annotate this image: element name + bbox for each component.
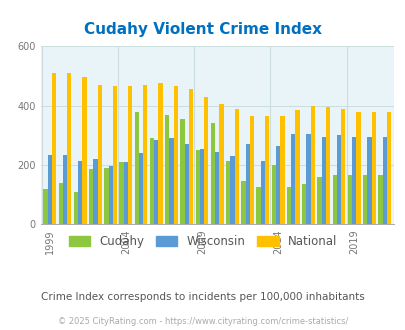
Bar [67, 73, 71, 224]
Bar [290, 134, 295, 224]
Bar [158, 83, 162, 224]
Bar [219, 104, 223, 224]
Bar [199, 148, 204, 224]
Bar [165, 115, 169, 224]
Bar [260, 160, 264, 224]
Bar [340, 109, 345, 224]
Bar [149, 138, 154, 224]
Bar [275, 146, 279, 224]
Bar [93, 159, 97, 224]
Bar [234, 109, 238, 224]
Bar [47, 154, 52, 224]
Bar [52, 73, 56, 224]
Bar [58, 183, 63, 224]
Bar [195, 150, 199, 224]
Bar [377, 176, 382, 224]
Bar [332, 176, 336, 224]
Bar [371, 112, 375, 224]
Bar [169, 138, 173, 224]
Bar [279, 116, 284, 224]
Bar [321, 137, 325, 224]
Bar [108, 166, 113, 224]
Bar [230, 156, 234, 224]
Bar [286, 187, 290, 224]
Bar [119, 162, 124, 224]
Bar [97, 85, 102, 224]
Bar [271, 165, 275, 224]
Bar [226, 160, 230, 224]
Bar [210, 123, 215, 224]
Bar [184, 144, 188, 224]
Bar [128, 86, 132, 224]
Bar [78, 160, 82, 224]
Text: © 2025 CityRating.com - https://www.cityrating.com/crime-statistics/: © 2025 CityRating.com - https://www.city… [58, 317, 347, 326]
Bar [173, 86, 177, 224]
Bar [74, 192, 78, 224]
Bar [143, 85, 147, 224]
Bar [336, 135, 340, 224]
Bar [256, 187, 260, 224]
Bar [124, 162, 128, 224]
Bar [347, 176, 351, 224]
Bar [382, 137, 386, 224]
Bar [306, 134, 310, 224]
Bar [264, 116, 269, 224]
Bar [367, 137, 371, 224]
Bar [113, 86, 117, 224]
Bar [301, 184, 306, 224]
Bar [154, 140, 158, 224]
Bar [351, 137, 356, 224]
Bar [249, 116, 254, 224]
Text: Cudahy Violent Crime Index: Cudahy Violent Crime Index [84, 22, 321, 37]
Bar [356, 112, 360, 224]
Bar [63, 154, 67, 224]
Bar [310, 106, 314, 224]
Bar [134, 112, 139, 224]
Bar [89, 170, 93, 224]
Bar [295, 110, 299, 224]
Bar [43, 189, 47, 224]
Bar [188, 89, 193, 224]
Legend: Cudahy, Wisconsin, National: Cudahy, Wisconsin, National [64, 231, 341, 253]
Bar [82, 77, 86, 224]
Bar [362, 176, 367, 224]
Bar [215, 152, 219, 224]
Bar [180, 119, 184, 224]
Bar [245, 144, 249, 224]
Bar [104, 168, 108, 224]
Bar [386, 112, 390, 224]
Bar [139, 153, 143, 224]
Bar [325, 107, 329, 224]
Bar [317, 177, 321, 224]
Bar [204, 97, 208, 224]
Text: Crime Index corresponds to incidents per 100,000 inhabitants: Crime Index corresponds to incidents per… [41, 292, 364, 302]
Bar [241, 181, 245, 224]
